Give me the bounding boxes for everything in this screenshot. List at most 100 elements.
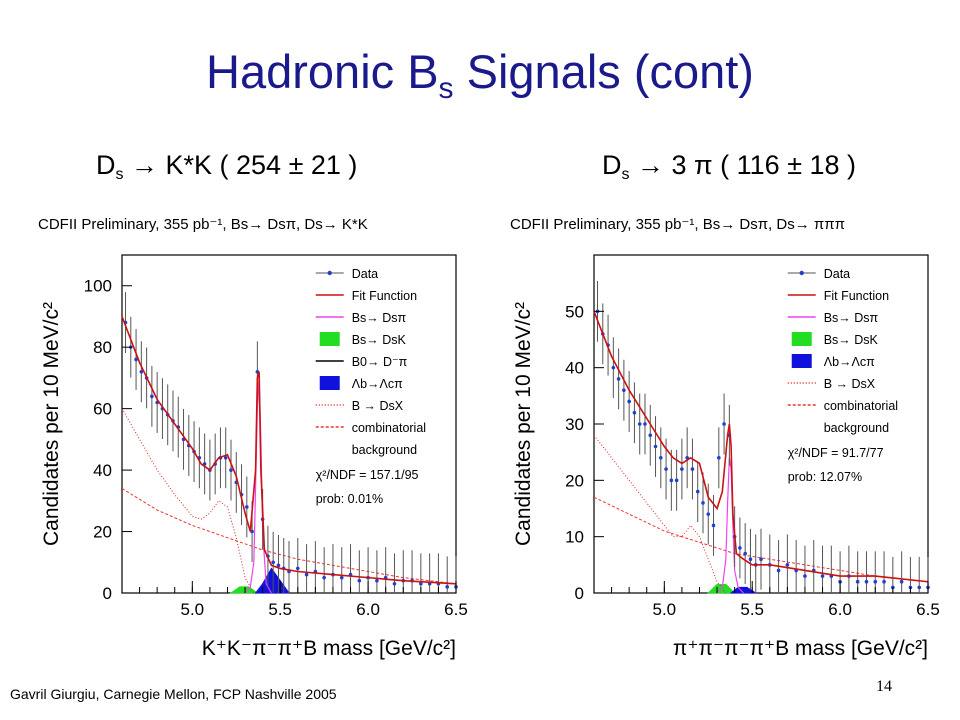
x-tick-label: 5.5 — [268, 600, 292, 619]
data-point — [139, 369, 144, 374]
legend-swatch-box — [791, 354, 812, 368]
plot-right: CDFII Preliminary, 355 pb⁻¹, Bs→ Dsπ, Ds… — [510, 216, 940, 660]
data-point — [627, 399, 631, 404]
x-axis-label: π⁺π⁻π⁻π⁺B mass [GeV/c²] — [673, 637, 928, 660]
data-point — [659, 456, 663, 460]
data-point — [674, 478, 679, 483]
y-tick-label: 0 — [103, 584, 112, 603]
legend-label: Λb→Λcπ — [352, 377, 403, 391]
legend-label: B → DsX — [352, 399, 404, 413]
data-point — [419, 581, 423, 586]
y-axis-label: Candidates per 10 MeV/c² — [40, 302, 63, 546]
x-tick-label: 5.0 — [180, 600, 204, 619]
data-point — [743, 551, 747, 556]
series-lambda-fill — [729, 586, 758, 594]
subtitle-left: Ds → K*K ( 254 ± 21 ) — [96, 150, 357, 184]
legend-label: Data — [352, 267, 378, 281]
title-subscript: s — [438, 72, 454, 105]
data-point — [695, 489, 700, 494]
fit-stat: prob: 0.01% — [316, 492, 383, 506]
data-point — [748, 557, 753, 561]
y-tick-label: 10 — [565, 528, 584, 547]
x-tick-label: 5.0 — [652, 600, 676, 619]
data-point — [134, 357, 138, 362]
data-point — [785, 563, 790, 567]
data-point — [295, 566, 300, 571]
data-point — [150, 394, 154, 399]
subtitle-left-sub: s — [115, 166, 124, 183]
x-tick-label: 5.5 — [740, 600, 764, 619]
data-point — [229, 468, 233, 472]
data-point — [711, 523, 716, 528]
data-point — [637, 422, 642, 426]
y-axis-label: Candidates per 10 MeV/c² — [512, 302, 535, 546]
data-point — [304, 572, 309, 577]
data-point — [882, 579, 886, 584]
y-tick-label: 80 — [93, 338, 112, 357]
data-point — [664, 467, 668, 471]
data-point — [873, 579, 878, 584]
series-combinatorial-line — [121, 488, 457, 585]
legend-label: Fit Function — [352, 289, 417, 303]
y-tick-label: 40 — [565, 359, 584, 378]
data-point — [357, 578, 362, 583]
y-tick-label: 20 — [565, 471, 584, 490]
x-tick-label: 6.0 — [828, 600, 852, 619]
data-point — [223, 456, 228, 460]
data-point — [616, 377, 621, 381]
data-point — [722, 422, 726, 426]
data-point — [669, 478, 674, 483]
page-number: 14 — [876, 678, 892, 695]
data-point — [653, 444, 658, 449]
data-point — [632, 410, 637, 415]
data-point — [245, 505, 249, 509]
data-point — [738, 546, 742, 550]
series-dsx-line — [121, 408, 255, 594]
data-point — [392, 581, 397, 586]
y-tick-label: 30 — [565, 415, 584, 434]
legend-label: Bs→ Dsπ — [352, 311, 407, 325]
slide-title: Hadronic Bs Signals (cont) — [0, 44, 960, 106]
data-point — [375, 578, 379, 583]
data-point — [276, 563, 281, 568]
series-signal-line — [716, 457, 744, 594]
legend-label: Bs→ Dsπ — [824, 311, 879, 325]
data-point — [611, 365, 616, 370]
legend-label: Bs→ DsK — [352, 333, 407, 347]
series-fit-line — [121, 316, 457, 585]
x-tick-label: 6.5 — [916, 600, 940, 619]
data-point — [322, 575, 326, 580]
data-point — [648, 433, 653, 438]
y-tick-label: 100 — [84, 277, 112, 296]
legend-swatch-box — [319, 332, 340, 346]
legend-label: background — [824, 421, 889, 435]
chart-title: CDFII Preliminary, 355 pb⁻¹, Bs→ Dsπ, Ds… — [510, 216, 845, 233]
data-point — [820, 574, 825, 578]
data-point — [622, 388, 626, 392]
y-tick-label: 0 — [575, 584, 584, 603]
footer-author: Gavril Giurgiu, Carnegie Mellon, FCP Nas… — [10, 686, 337, 702]
data-point — [339, 575, 344, 580]
legend-label: combinatorial — [352, 421, 426, 435]
subtitle-right: Ds → 3 π ( 116 ± 18 ) — [602, 150, 856, 184]
data-point — [717, 456, 721, 460]
x-tick-label: 6.5 — [444, 600, 468, 619]
y-tick-label: 60 — [93, 400, 112, 419]
legend-label: Bs→ DsK — [824, 333, 879, 347]
data-point — [643, 422, 647, 426]
data-point — [899, 579, 904, 584]
x-axis-label: K⁺K⁻π⁻π⁺B mass [GeV/c²] — [202, 637, 456, 660]
data-point — [759, 557, 763, 561]
chart-title: CDFII Preliminary, 355 pb⁻¹, Bs→ Dsπ, Ds… — [38, 216, 368, 233]
legend-swatch-data-point — [327, 270, 332, 276]
legend-swatch-box — [319, 376, 340, 390]
data-point — [864, 579, 869, 584]
legend-label: B0→ D⁻π — [352, 355, 408, 369]
legend-swatch-box — [791, 332, 812, 346]
fit-stat: χ²/NDF = 91.7/77 — [788, 446, 884, 460]
data-point — [803, 574, 807, 578]
title-rest: Signals (cont) — [453, 45, 754, 98]
data-point — [776, 568, 781, 573]
legend-label: B → DsX — [824, 377, 876, 391]
fit-stat: prob: 12.07% — [788, 470, 862, 484]
